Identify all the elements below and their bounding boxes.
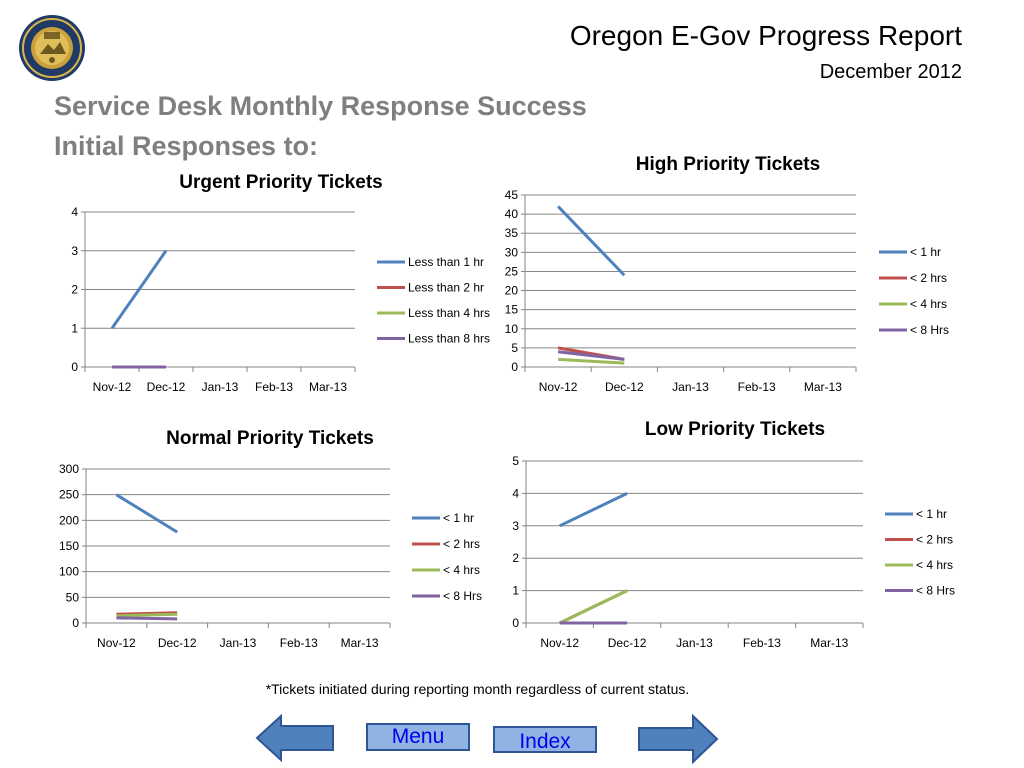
legend-label: Less than 1 hr (408, 255, 484, 269)
y-tick-label: 4 (512, 486, 519, 500)
x-tick-label: Jan-13 (220, 636, 257, 650)
series-line-3 (116, 612, 178, 618)
y-tick-label: 2 (512, 551, 519, 565)
legend-label: < 1 hr (910, 245, 941, 259)
legend-label: < 4 hrs (443, 563, 480, 577)
y-tick-label: 5 (511, 341, 518, 355)
normal-priority-chart-svg: Normal Priority Tickets 0 50 100 150 200 250 30… (59, 428, 482, 650)
index-button[interactable]: Index (493, 726, 597, 753)
low-chart-title: Low Priority Tickets (645, 419, 825, 440)
x-tick-label: Nov-12 (97, 636, 136, 650)
y-tick-label: 3 (71, 244, 78, 258)
x-tick-label: Dec-12 (608, 636, 647, 650)
high-priority-chart-svg: High Priority Tickets 0 5 10 15 20 25 30 35 40 45 N… (505, 154, 949, 394)
legend-label: < 8 Hrs (443, 589, 482, 603)
legend-label: < 8 Hrs (910, 323, 949, 337)
x-tick-label: Feb-13 (255, 380, 293, 394)
x-tick-label: Nov-12 (93, 380, 132, 394)
urgent-priority-chart-svg: Urgent Priority Tickets 0 1 2 3 4 Nov-12 Dec-12… (71, 172, 490, 394)
report-date: December 2012 (819, 61, 962, 83)
x-tick-label: Dec-12 (605, 380, 644, 394)
menu-button[interactable]: Menu (366, 723, 470, 751)
series-line-3 (559, 589, 628, 625)
y-tick-label: 5 (512, 454, 519, 468)
x-tick-label: Mar-13 (810, 636, 848, 650)
oregon-state-seal-logo (19, 15, 85, 81)
legend-label: Less than 2 hr (408, 281, 484, 295)
y-tick-label: 0 (511, 360, 518, 374)
y-tick-label: 35 (505, 226, 519, 240)
x-tick-label: Mar-13 (804, 380, 842, 394)
series-line-4 (557, 350, 625, 361)
y-tick-label: 20 (505, 284, 519, 298)
y-tick-label: 10 (505, 322, 519, 336)
legend-label: < 8 Hrs (916, 584, 955, 598)
previous-arrow-button[interactable] (255, 714, 337, 762)
footnote: *Tickets initiated during reporting mont… (265, 681, 690, 697)
y-tick-label: 100 (59, 565, 79, 579)
legend-label: < 2 hrs (916, 533, 953, 547)
page-title-line-2: Initial Responses to: (54, 131, 319, 161)
legend-label: < 4 hrs (916, 558, 953, 572)
legend-label: < 1 hr (916, 507, 947, 521)
series-line-1 (110, 249, 168, 330)
y-tick-label: 0 (512, 616, 519, 630)
legend-label: < 4 hrs (910, 297, 947, 311)
y-tick-label: 0 (71, 360, 78, 374)
urgent-priority-chart: Urgent Priority Tickets 0 1 2 3 4 Nov-12 Dec-12… (40, 164, 510, 404)
x-tick-label: Dec-12 (158, 636, 197, 650)
y-tick-label: 50 (66, 590, 80, 604)
high-chart-title: High Priority Tickets (636, 154, 820, 175)
next-arrow-button[interactable] (637, 714, 721, 764)
x-tick-label: Feb-13 (280, 636, 318, 650)
series-line-1 (559, 492, 628, 528)
y-tick-label: 2 (71, 283, 78, 297)
page-title-line-1: Service Desk Monthly Response Success (54, 91, 587, 121)
low-priority-chart-svg: Low Priority Tickets 0 1 2 3 4 5 Nov-12 Dec-12 Ja… (512, 419, 955, 650)
y-tick-label: 40 (505, 207, 519, 221)
normal-chart-title: Normal Priority Tickets (166, 428, 374, 449)
legend-label: < 1 hr (443, 511, 474, 525)
high-priority-chart: High Priority Tickets 0 5 10 15 20 25 30 35 40 45 N… (490, 148, 970, 398)
x-tick-label: Mar-13 (309, 380, 347, 394)
x-tick-label: Mar-13 (341, 636, 379, 650)
y-tick-label: 30 (505, 245, 519, 259)
urgent-chart-title: Urgent Priority Tickets (179, 172, 382, 193)
y-tick-label: 1 (512, 584, 519, 598)
series-line-1 (115, 493, 178, 534)
y-tick-label: 200 (59, 513, 79, 527)
x-tick-label: Feb-13 (738, 380, 776, 394)
legend-label: < 2 hrs (910, 271, 947, 285)
y-tick-label: 150 (59, 539, 79, 553)
series-line-3 (558, 357, 625, 365)
x-tick-label: Jan-13 (676, 636, 713, 650)
x-tick-label: Nov-12 (539, 380, 578, 394)
y-tick-label: 300 (59, 462, 79, 476)
x-tick-label: Dec-12 (147, 380, 186, 394)
y-tick-label: 45 (505, 188, 519, 202)
report-title: Oregon E-Gov Progress Report (569, 20, 962, 51)
series-line-2 (116, 611, 178, 616)
y-tick-label: 15 (505, 303, 519, 317)
series-line-1 (557, 205, 626, 277)
x-tick-label: Feb-13 (743, 636, 781, 650)
y-tick-label: 250 (59, 488, 79, 502)
y-tick-label: 1 (71, 321, 78, 335)
legend-label: Less than 4 hrs (408, 306, 490, 320)
x-tick-label: Nov-12 (540, 636, 579, 650)
legend-label: Less than 8 hrs (408, 332, 490, 346)
normal-priority-chart: Normal Priority Tickets 0 50 100 150 200 250 30… (40, 420, 510, 660)
low-priority-chart: Low Priority Tickets 0 1 2 3 4 5 Nov-12 Dec-12 Ja… (490, 412, 970, 660)
x-tick-label: Jan-13 (672, 380, 709, 394)
legend-label: < 2 hrs (443, 537, 480, 551)
y-tick-label: 25 (505, 264, 519, 278)
series-line-4 (116, 616, 178, 621)
page-title: Service Desk Monthly Response Success In… (54, 86, 587, 166)
y-tick-label: 4 (71, 205, 78, 219)
x-tick-label: Jan-13 (202, 380, 239, 394)
y-tick-label: 0 (72, 616, 79, 630)
y-tick-label: 3 (512, 519, 519, 533)
